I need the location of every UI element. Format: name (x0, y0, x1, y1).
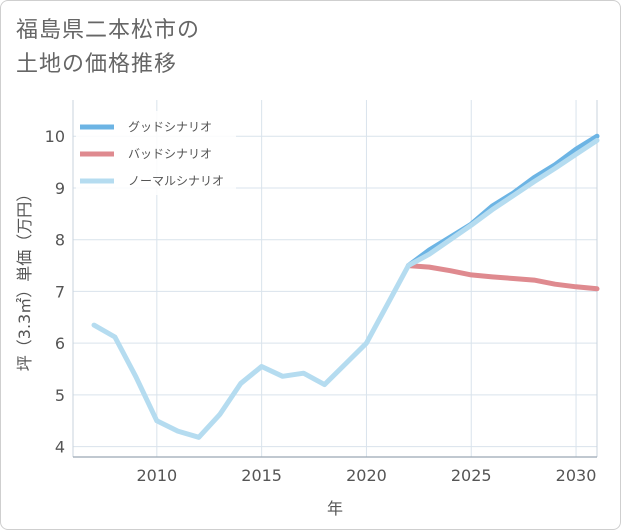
series-lines (91, 133, 600, 440)
legend-label: ノーマルシナリオ (128, 174, 224, 188)
series-line-1 (405, 263, 600, 292)
legend-label: バッドシナリオ (128, 147, 212, 161)
axes (72, 100, 598, 458)
x-tick-label: 2015 (241, 466, 282, 485)
grid-lines (73, 100, 597, 457)
x-tick-label: 2025 (451, 466, 492, 485)
x-tick-label: 2010 (136, 466, 177, 485)
series-line-2 (91, 137, 600, 440)
y-tick-label: 8 (55, 231, 65, 250)
title-line-2: 土地の価格推移 (16, 52, 178, 77)
y-axis-label: 坪（3.3㎡）単価（万円） (15, 186, 34, 371)
y-tick-label: 4 (55, 438, 65, 457)
x-axis-label: 年 (327, 499, 343, 518)
page-title: 福島県二本松市の 土地の価格推移 (16, 14, 200, 82)
series-line-0 (405, 133, 600, 269)
x-tick-label: 2020 (346, 466, 387, 485)
y-tick-label: 9 (55, 179, 65, 198)
y-tick-label: 5 (55, 386, 65, 405)
title-line-1: 福島県二本松市の (16, 18, 201, 43)
x-tick-label: 2030 (556, 466, 597, 485)
legend-label: グッドシナリオ (128, 120, 212, 134)
y-tick-label: 7 (55, 282, 65, 301)
y-tick-label: 6 (55, 334, 65, 353)
y-tick-label: 10 (45, 127, 65, 146)
tick-labels: 2010 2015 2020 2025 2030 4 5 6 7 8 9 10 (45, 127, 597, 485)
